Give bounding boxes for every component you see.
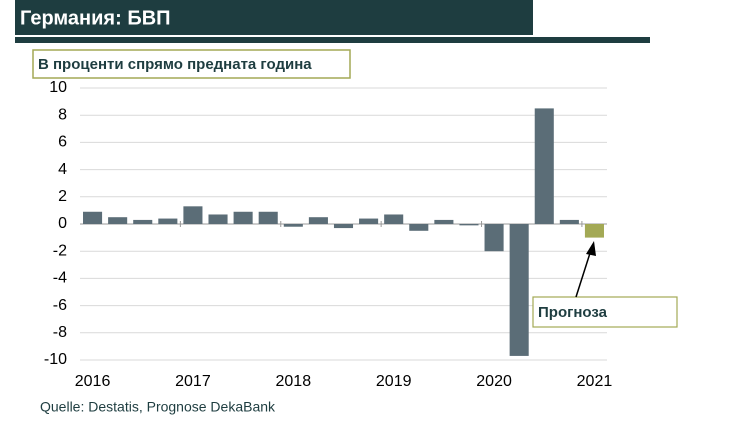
subtitle-box	[32, 49, 351, 79]
bar	[333, 224, 354, 229]
bar	[208, 214, 228, 224]
bar	[534, 108, 554, 224]
x-tick-label: 2018	[276, 373, 312, 390]
bar	[233, 211, 253, 224]
x-tick-label: 2017	[175, 373, 211, 390]
y-tick-label: 4	[58, 161, 67, 178]
y-tick-label: -8	[53, 324, 67, 341]
bar	[434, 219, 454, 224]
y-tick-label: 0	[58, 215, 67, 232]
y-tick-label: 2	[58, 188, 67, 205]
annotation: Прогноза	[538, 304, 608, 321]
y-tick-label: -2	[53, 242, 67, 259]
arrow-head	[586, 241, 596, 256]
bar	[409, 224, 429, 231]
bar	[158, 218, 178, 224]
bar	[283, 224, 303, 227]
chart-title: Германия: БВП	[20, 7, 171, 29]
y-tick-label: 6	[58, 134, 67, 151]
annotation-arrow	[575, 249, 592, 298]
y-tick-label: -6	[53, 297, 67, 314]
y-tick-label: 10	[49, 79, 67, 96]
y-tick-label: 8	[58, 106, 67, 123]
bar	[559, 219, 579, 224]
x-tick-label: 2021	[577, 373, 613, 390]
bar	[108, 217, 128, 224]
bar	[459, 224, 479, 226]
bar	[258, 211, 278, 224]
bar	[484, 224, 504, 252]
bar	[509, 224, 529, 356]
plot-area: -10 -8 -6 -4 -2 0 2 4 6 8 10 2016 2017 2018 2019 2020 20…	[44, 79, 612, 390]
title-banner	[15, 0, 533, 35]
bar	[133, 219, 153, 224]
bar	[359, 218, 379, 224]
bar	[384, 214, 404, 224]
bar	[183, 206, 203, 224]
x-tick-label: 2019	[376, 373, 412, 390]
source: Quelle: Destatis, Prognose DekaBank	[40, 399, 276, 415]
y-tick-label: -10	[44, 351, 67, 368]
annotation-box	[532, 296, 678, 328]
title-rule	[15, 37, 650, 43]
bar	[584, 224, 604, 238]
x-tick-label: 2020	[476, 373, 512, 390]
x-tick-label: 2016	[75, 373, 111, 390]
chart-subtitle: В проценти спрямо предната година	[38, 56, 312, 73]
bar	[308, 217, 328, 224]
bar	[83, 211, 103, 224]
y-tick-label: -4	[53, 270, 67, 287]
